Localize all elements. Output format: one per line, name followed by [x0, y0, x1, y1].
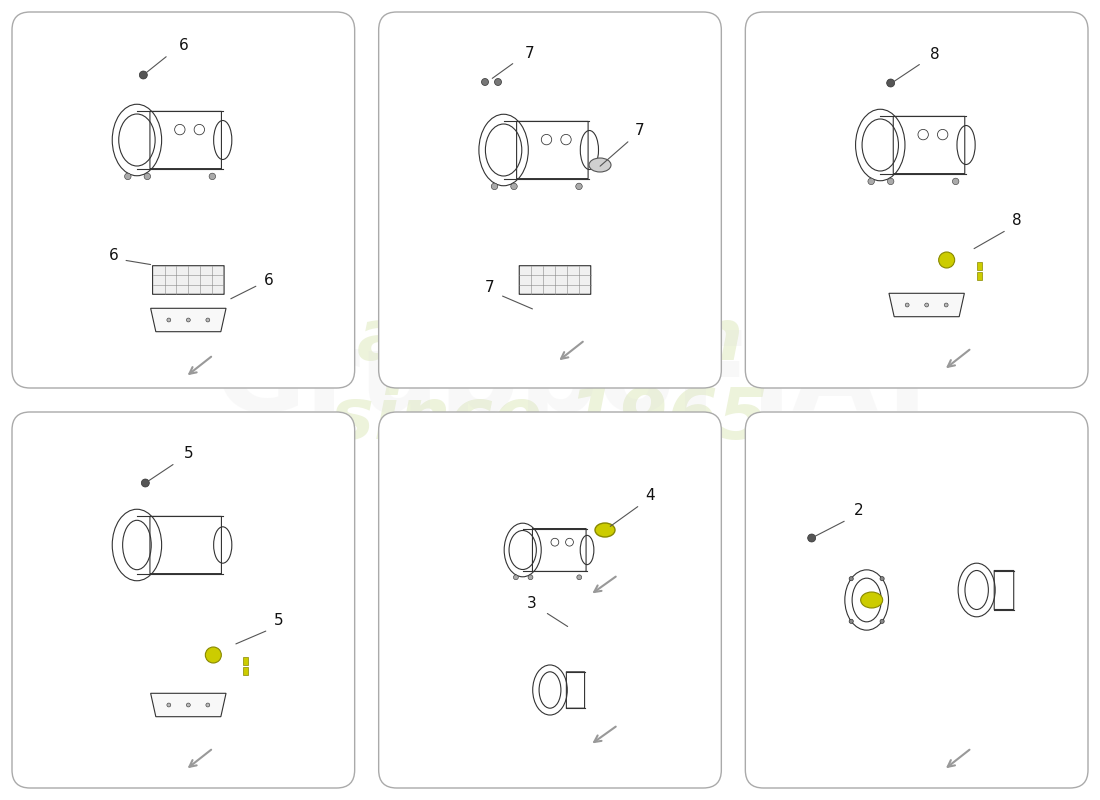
Circle shape — [482, 78, 488, 86]
FancyBboxPatch shape — [153, 266, 224, 294]
Text: 5: 5 — [184, 446, 194, 461]
Circle shape — [887, 79, 894, 87]
Bar — [977, 272, 981, 280]
Circle shape — [140, 71, 147, 79]
Text: 5: 5 — [274, 613, 283, 628]
Ellipse shape — [595, 523, 615, 537]
Circle shape — [905, 303, 909, 307]
Text: 6: 6 — [109, 248, 118, 263]
Circle shape — [206, 703, 210, 707]
FancyBboxPatch shape — [378, 12, 722, 388]
Bar — [977, 262, 981, 270]
Circle shape — [186, 703, 190, 707]
FancyBboxPatch shape — [12, 12, 354, 388]
Circle shape — [944, 303, 948, 307]
Circle shape — [576, 575, 582, 580]
Bar — [243, 667, 249, 675]
Circle shape — [124, 173, 131, 180]
Circle shape — [186, 318, 190, 322]
Circle shape — [206, 318, 210, 322]
Circle shape — [510, 183, 517, 190]
FancyBboxPatch shape — [12, 412, 354, 788]
Bar — [243, 657, 249, 665]
Circle shape — [575, 183, 582, 190]
Ellipse shape — [860, 592, 882, 608]
Circle shape — [144, 173, 151, 180]
Text: 4: 4 — [646, 488, 654, 503]
Polygon shape — [889, 294, 965, 317]
Circle shape — [492, 183, 497, 190]
Ellipse shape — [588, 158, 610, 172]
Circle shape — [880, 577, 884, 581]
Text: a passion
since 1965: a passion since 1965 — [331, 306, 769, 454]
Circle shape — [849, 619, 854, 623]
FancyBboxPatch shape — [519, 266, 591, 294]
Polygon shape — [151, 694, 226, 717]
Circle shape — [938, 252, 955, 268]
FancyBboxPatch shape — [746, 12, 1088, 388]
Text: GruppoFIAT: GruppoFIAT — [214, 326, 946, 434]
Text: 3: 3 — [527, 596, 537, 611]
Circle shape — [495, 78, 502, 86]
Circle shape — [167, 703, 170, 707]
Circle shape — [807, 534, 816, 542]
Text: 7: 7 — [525, 46, 535, 61]
Polygon shape — [151, 308, 226, 332]
Text: 7: 7 — [635, 123, 645, 138]
Circle shape — [868, 178, 875, 185]
Circle shape — [141, 479, 150, 487]
Circle shape — [880, 619, 884, 623]
Text: 6: 6 — [264, 273, 273, 288]
Text: 7: 7 — [485, 280, 495, 295]
Circle shape — [206, 647, 221, 663]
Circle shape — [167, 318, 170, 322]
Circle shape — [849, 577, 854, 581]
Circle shape — [925, 303, 928, 307]
Text: 6: 6 — [178, 38, 188, 53]
Text: 2: 2 — [854, 503, 864, 518]
Circle shape — [953, 178, 959, 185]
Circle shape — [888, 178, 894, 185]
Circle shape — [514, 575, 518, 580]
Text: 8: 8 — [1012, 213, 1022, 228]
Circle shape — [209, 173, 216, 180]
FancyBboxPatch shape — [378, 412, 722, 788]
Circle shape — [528, 575, 532, 580]
Text: 8: 8 — [930, 47, 939, 62]
FancyBboxPatch shape — [746, 412, 1088, 788]
